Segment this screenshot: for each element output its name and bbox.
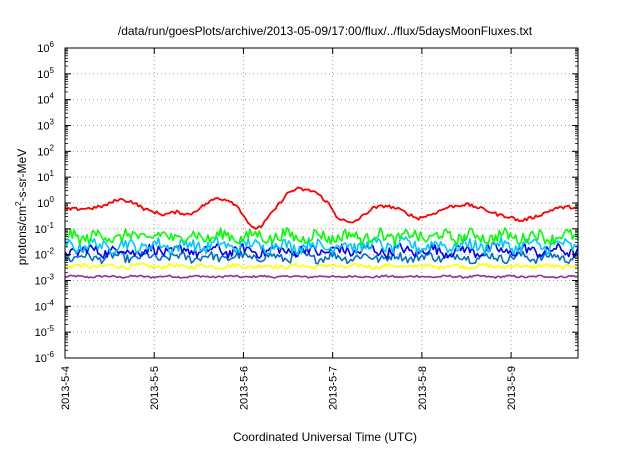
- x-tick-label: 2013-5-4: [60, 366, 72, 410]
- series-line-5: [64, 262, 579, 271]
- x-tick-labels: 2013-5-4 2013-5-5 2013-5-6 2013-5-7 2013-5-8…: [60, 366, 518, 410]
- series-line-2: [64, 236, 579, 256]
- y-tick-label: 103: [37, 118, 54, 133]
- y-tick-label: 10-2: [35, 247, 55, 262]
- series-line-1: [64, 227, 579, 247]
- x-tick-label: 2013-5-6: [238, 366, 250, 410]
- x-tick-label: 2013-5-9: [506, 366, 518, 410]
- x-tick-label: 2013-5-7: [328, 366, 340, 410]
- y-axis-label-sup: 2: [14, 201, 23, 206]
- plot-border: [64, 47, 579, 359]
- y-axis-label-rest: -s-sr-MeV: [15, 149, 29, 202]
- grid-lines: [65, 48, 578, 358]
- series-line-0: [64, 186, 579, 230]
- y-axis-label-base: protons/cm: [15, 206, 29, 265]
- chart-title: /data/run/goesPlots/archive/2013-05-09/1…: [118, 24, 533, 38]
- y-tick-label: 104: [37, 92, 54, 107]
- y-tick-label: 10-5: [35, 324, 55, 339]
- x-tick-label: 2013-5-5: [149, 366, 161, 410]
- series-line-6: [64, 274, 579, 279]
- y-axis-label: protons/cm2-s-sr-MeV: [14, 149, 29, 265]
- y-tick-label: 10-4: [35, 298, 55, 313]
- y-tick-label: 101: [37, 169, 54, 184]
- x-axis-label: Coordinated Universal Time (UTC): [233, 430, 417, 444]
- series-line-4: [64, 250, 579, 265]
- y-tick-label: 102: [37, 143, 54, 158]
- y-tick-label: 105: [37, 66, 54, 81]
- y-tick-label: 100: [37, 195, 54, 210]
- y-tick-label: 10-1: [35, 221, 55, 236]
- y-tick-labels: 10-6 10-5 10-4 10-3 10-2 10-1 100 101 102 103 104 1…: [35, 40, 55, 365]
- y-tick-label: 106: [37, 40, 54, 55]
- y-tick-label: 10-6: [35, 350, 55, 365]
- x-tick-label: 2013-5-8: [417, 366, 429, 410]
- y-tick-label: 10-3: [35, 273, 55, 288]
- series-lines: [64, 186, 579, 279]
- plot-frame: [64, 47, 579, 359]
